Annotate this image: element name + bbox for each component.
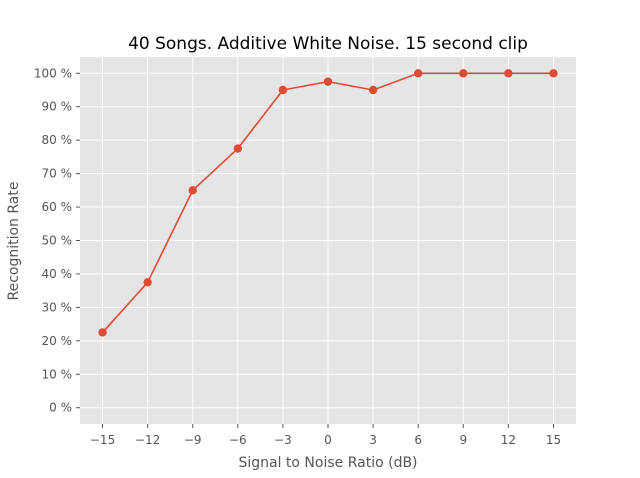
data-point	[323, 77, 333, 86]
x-tick-label: 9	[459, 433, 467, 447]
y-tick-label: 80 %	[42, 133, 73, 147]
data-point	[549, 69, 558, 78]
x-tick-label: 15	[546, 433, 561, 447]
y-tick-label: 30 %	[42, 300, 73, 314]
data-point	[368, 85, 378, 95]
y-tick-label: 90 %	[42, 100, 73, 114]
x-tick-label: −9	[184, 433, 202, 447]
y-tick-label: 70 %	[42, 167, 73, 181]
data-point	[413, 69, 423, 78]
y-tick-label: 100 %	[34, 66, 72, 80]
x-tick-label: 12	[501, 433, 516, 447]
y-tick-label: 50 %	[42, 234, 73, 248]
y-axis-label: Recognition Rate	[6, 182, 22, 301]
data-point	[504, 69, 513, 78]
x-tick-label: 0	[324, 433, 332, 447]
data-point	[459, 69, 468, 78]
x-axis: −15 −12 −9 −6 −3 0 3 6 9 12 15	[90, 424, 561, 447]
grid	[80, 57, 576, 424]
y-tick-label: 10 %	[42, 367, 73, 381]
x-tick-label: 6	[414, 433, 422, 447]
y-tick-label: 60 %	[42, 200, 73, 214]
series-group	[98, 69, 558, 337]
data-point	[188, 186, 197, 195]
y-tick-label: 40 %	[42, 267, 73, 281]
x-tick-label: −12	[135, 433, 160, 447]
x-tick-label: 3	[369, 433, 377, 447]
x-tick-label: −15	[90, 433, 115, 447]
x-tick-label: −3	[274, 433, 292, 447]
y-tick-label: 0 %	[49, 401, 72, 415]
data-point	[233, 144, 243, 153]
data-point	[278, 85, 288, 95]
data-point	[143, 278, 152, 287]
chart-title: 40 Songs. Additive White Noise. 15 secon…	[128, 34, 528, 54]
y-axis: 0 % 10 % 20 % 30 % 40 % 50 % 60 % 70 % 80 % 90 % 1…	[34, 66, 80, 415]
y-tick-label: 20 %	[42, 334, 73, 348]
x-axis-label: Signal to Noise Ratio (dB)	[238, 455, 417, 471]
data-point	[98, 328, 107, 337]
x-tick-label: −6	[229, 433, 247, 447]
